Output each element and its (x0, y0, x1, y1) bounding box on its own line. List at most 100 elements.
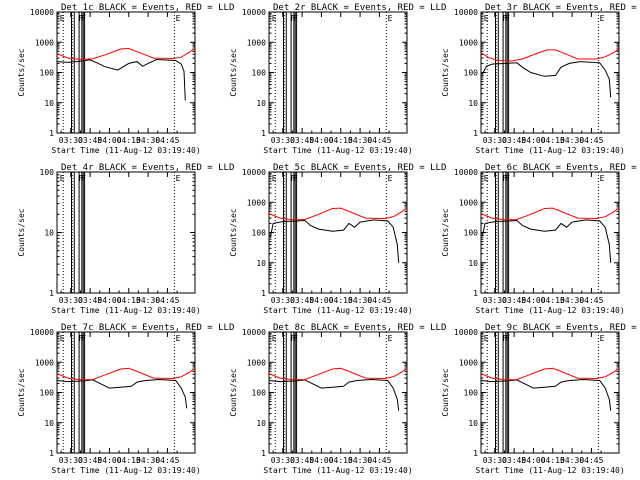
marker-letter: F (78, 334, 83, 343)
y-tick-label: 10000 (30, 328, 54, 337)
events-series-line (268, 378, 400, 411)
marker-letter: F (81, 174, 86, 183)
y-axis-label: Counts/sec (229, 368, 238, 416)
marker-letter: E (600, 334, 605, 343)
y-tick-label: 1 (49, 449, 54, 458)
panel-title: Det 1c BLACK = Events, RED = LLD (61, 3, 234, 13)
y-tick-label: 100 (40, 69, 55, 78)
panel-title: Det 2r BLACK = Events, RED = LLD (273, 3, 446, 13)
x-tick-label: 04:45 (367, 296, 391, 305)
y-tick-label: 1000 (247, 358, 266, 367)
x-tick-label: 04:30 (560, 296, 584, 305)
events-series-line (480, 378, 612, 411)
panel-title: Det 9c BLACK = Events, RED = LLD (485, 323, 640, 333)
x-tick-label: 04:45 (579, 136, 603, 145)
y-tick-label: 10000 (454, 168, 478, 177)
marker-letter: E (60, 334, 65, 343)
marker-letter: E (388, 334, 393, 343)
marker-letter: F (502, 174, 507, 183)
marker-letter: E (484, 174, 489, 183)
x-axis-label: Start Time (11-Aug-12 03:19:40) (475, 306, 624, 315)
lld-series-line (268, 207, 408, 221)
marker-letter: F (78, 174, 83, 183)
y-tick-label: 10000 (242, 168, 266, 177)
marker-letter: F (290, 174, 295, 183)
events-series-line (269, 219, 400, 263)
y-tick-label: 10 (44, 419, 54, 428)
y-tick-label: 1000 (247, 198, 266, 207)
panel-title: Det 5c BLACK = Events, RED = LLD (273, 163, 446, 173)
marker-letter: E (272, 14, 277, 23)
x-tick-label: 04:45 (579, 296, 603, 305)
x-tick-label: 04:00 (97, 296, 121, 305)
marker-letter: E (484, 334, 489, 343)
y-tick-label: 10 (468, 99, 478, 108)
x-tick-label: 04:15 (117, 456, 141, 465)
marker-letter: E (176, 334, 181, 343)
y-tick-label: 1 (473, 129, 478, 138)
panel-det-8: Det 8c BLACK = Events, RED = LLD 1 10 100 10… (229, 323, 446, 475)
panel-det-3: Det 3r BLACK = Events, RED = LLD 1 10 100 10… (441, 3, 640, 155)
y-tick-label: 10 (44, 229, 54, 238)
x-tick-label: 04:00 (309, 456, 333, 465)
x-tick-label: 04:15 (541, 456, 565, 465)
y-tick-label: 1 (261, 449, 266, 458)
y-tick-label: 100 (252, 69, 267, 78)
y-tick-label: 100 (252, 229, 267, 238)
marker-letter: F (505, 174, 510, 183)
y-tick-label: 1 (261, 289, 266, 298)
x-axis-label: Start Time (11-Aug-12 03:19:40) (51, 146, 200, 155)
y-tick-label: 1 (49, 289, 54, 298)
x-tick-label: 03:45 (290, 456, 314, 465)
marker-letter: F (293, 14, 298, 23)
x-tick-label: 03:30 (483, 456, 507, 465)
x-axis-label: Start Time (11-Aug-12 03:19:40) (475, 146, 624, 155)
panel-det-7: Det 7c BLACK = Events, RED = LLD 1 10 100 10… (17, 323, 234, 475)
y-axis-label: Counts/sec (441, 48, 450, 96)
panel-det-4: Det 4r BLACK = Events, RED = LLD 1 10 100 03… (17, 163, 234, 315)
panel-det-9: Det 9c BLACK = Events, RED = LLD 1 10 100 10… (441, 323, 640, 475)
y-tick-label: 10000 (454, 8, 478, 17)
x-tick-label: 03:30 (59, 136, 83, 145)
x-axis-label: Start Time (11-Aug-12 03:19:40) (263, 306, 412, 315)
y-tick-label: 10 (468, 259, 478, 268)
x-axis-label: Start Time (11-Aug-12 03:19:40) (263, 466, 412, 475)
x-tick-label: 04:00 (97, 456, 121, 465)
x-tick-label: 03:45 (78, 456, 102, 465)
x-tick-label: 03:30 (483, 296, 507, 305)
y-tick-label: 10 (256, 99, 266, 108)
panel-det-6: Det 6c BLACK = Events, RED = LLD 1 10 100 10… (441, 163, 640, 315)
y-tick-label: 1 (261, 129, 266, 138)
y-tick-label: 100 (464, 389, 479, 398)
x-tick-label: 04:30 (348, 456, 372, 465)
events-series-line (481, 219, 612, 263)
y-tick-label: 1000 (459, 38, 478, 47)
x-tick-label: 03:45 (502, 296, 526, 305)
marker-letter: E (388, 14, 393, 23)
x-tick-label: 04:00 (309, 136, 333, 145)
x-tick-label: 04:45 (155, 456, 179, 465)
x-tick-label: 04:45 (579, 456, 603, 465)
y-axis-label: Counts/sec (229, 48, 238, 96)
x-tick-label: 03:45 (290, 136, 314, 145)
x-tick-label: 04:30 (560, 136, 584, 145)
marker-letter: F (293, 174, 298, 183)
marker-letter: E (388, 174, 393, 183)
x-axis-label: Start Time (11-Aug-12 03:19:40) (475, 466, 624, 475)
events-series-line (56, 378, 188, 409)
marker-letter: F (290, 14, 295, 23)
x-tick-label: 04:00 (309, 296, 333, 305)
x-tick-label: 03:30 (271, 456, 295, 465)
panel-title: Det 8c BLACK = Events, RED = LLD (273, 323, 446, 333)
y-axis-label: Counts/sec (441, 208, 450, 256)
marker-letter: E (176, 174, 181, 183)
x-tick-label: 04:00 (521, 456, 545, 465)
y-tick-label: 10000 (30, 8, 54, 17)
y-tick-label: 1 (49, 129, 54, 138)
x-tick-label: 04:15 (541, 136, 565, 145)
y-tick-label: 10 (256, 419, 266, 428)
marker-letter: E (484, 14, 489, 23)
marker-letter: E (600, 174, 605, 183)
y-tick-label: 10000 (242, 328, 266, 337)
